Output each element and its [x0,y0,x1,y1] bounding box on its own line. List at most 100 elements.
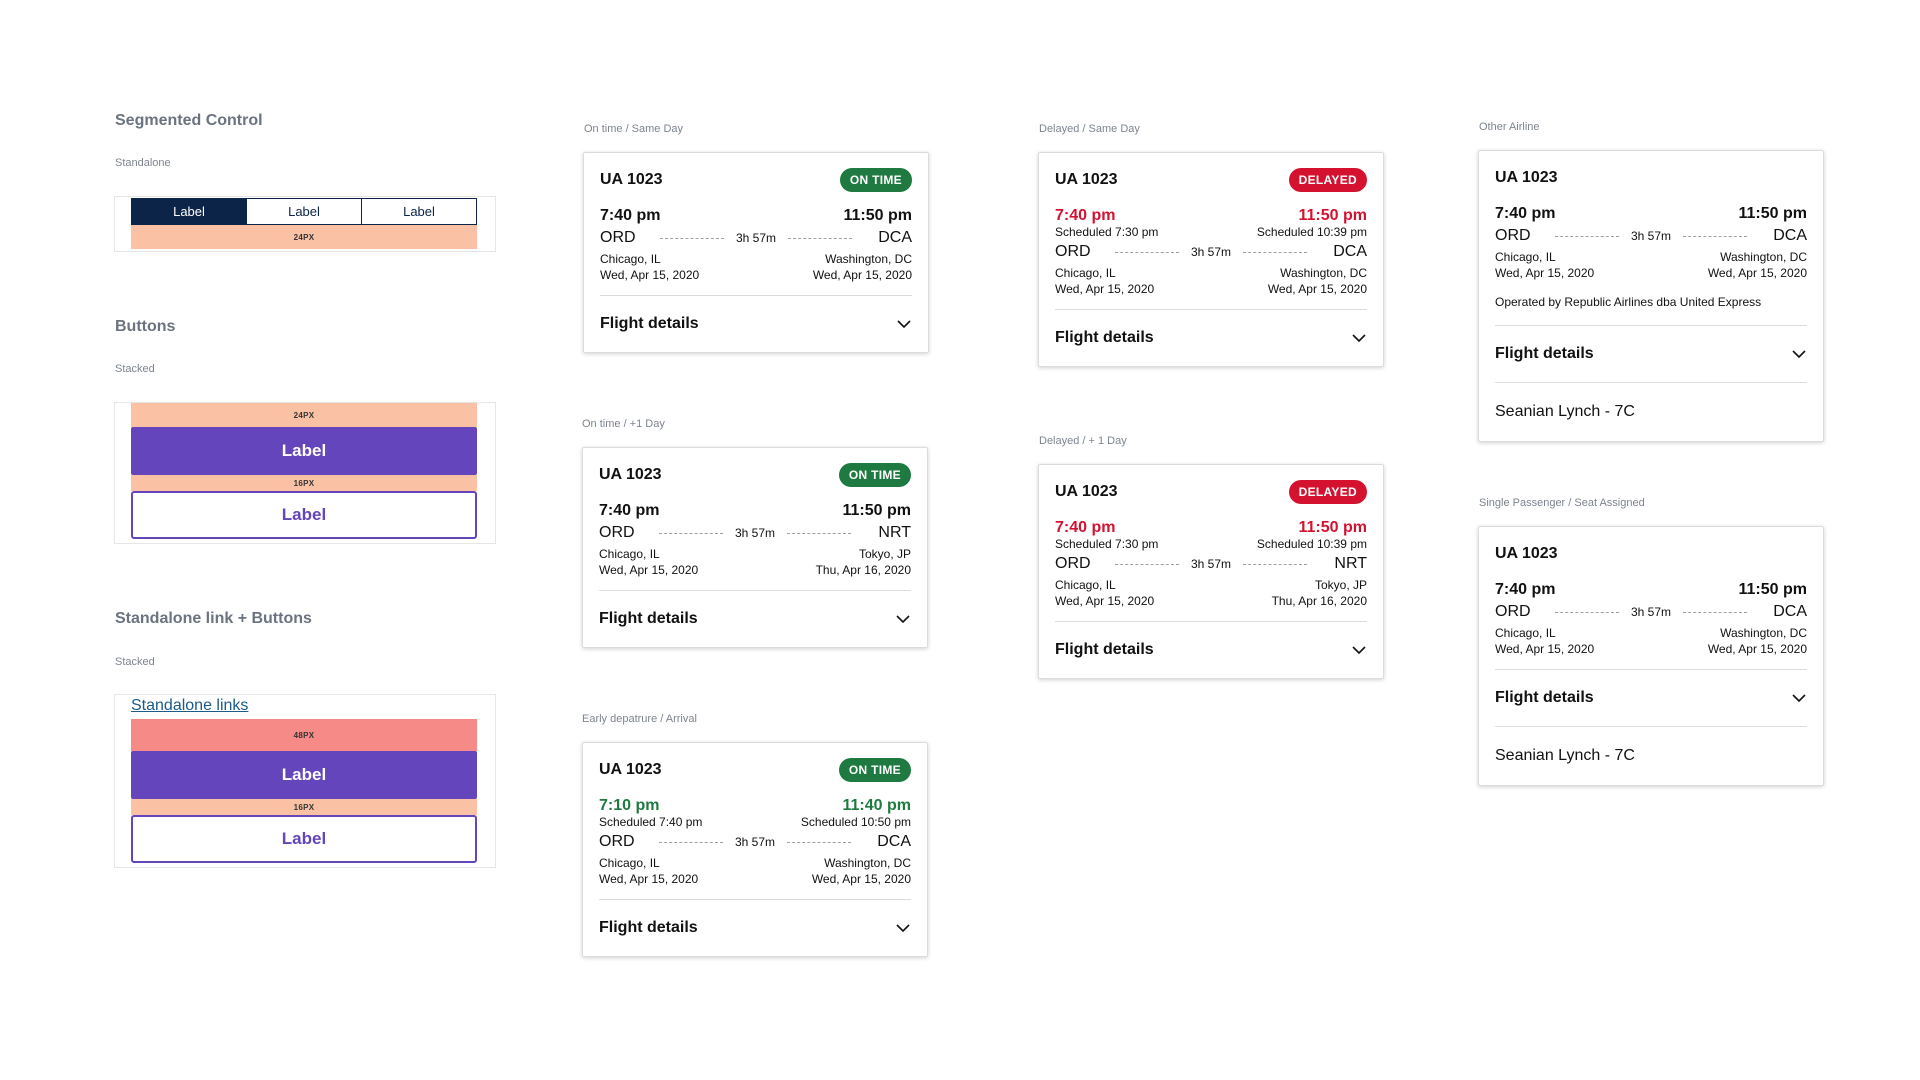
primary-button[interactable]: Label [131,751,477,799]
flight-details-toggle[interactable]: Flight details [600,296,912,352]
origin-code: ORD [1495,227,1531,244]
departure-date: Wed, Apr 15, 2020 [600,268,700,282]
arrival-date: Wed, Apr 15, 2020 [1707,266,1807,280]
chevron-down-icon [896,924,910,933]
flight-details-toggle[interactable]: Flight details [599,591,911,647]
destination-code: DCA [1333,243,1367,260]
flight-card: UA 1023 DELAYED 7:40 pm 11:50 pm Schedule… [1038,464,1384,679]
arrival-date: Wed, Apr 15, 2020 [1267,282,1367,296]
secondary-button[interactable]: Label [131,491,477,539]
flight-details-toggle[interactable]: Flight details [1495,326,1807,382]
destination-code: NRT [1334,555,1367,572]
card-label: Single Passenger / Seat Assigned [1479,497,1645,509]
origin-code: ORD [1055,243,1091,260]
spacer-16px: 16PX [131,799,477,815]
segmented-control-frame: Label Label Label 24PX [114,196,496,252]
status-badge: ON TIME [838,463,911,487]
status-badge: ON TIME [838,758,911,782]
origin-city: Chicago, IL [599,547,660,561]
arrival-date: Wed, Apr 15, 2020 [812,268,912,282]
card-label: Delayed / + 1 Day [1039,435,1127,447]
arrival-time: 11:50 pm [1738,205,1807,222]
departure-time: 7:40 pm [1055,519,1116,536]
operated-by: Operated by Republic Airlines dba United… [1495,295,1762,309]
card-label: On time / Same Day [584,123,684,135]
status-badge: ON TIME [839,168,912,192]
flight-card: UA 1023 ON TIME 7:10 pm 11:40 pm Schedule… [582,742,928,957]
origin-city: Chicago, IL [1055,578,1116,592]
departure-time: 7:40 pm [1055,207,1116,224]
arrival-time: 11:50 pm [1298,519,1367,536]
arrival-time: 11:50 pm [1298,207,1367,224]
departure-date: Wed, Apr 15, 2020 [1495,266,1595,280]
flight-details-label: Flight details [599,610,698,627]
duration: 3h 57m [1190,245,1232,259]
spacer-24px: 24PX [131,225,477,249]
segment-2[interactable]: Label [247,199,362,224]
origin-city: Chicago, IL [1055,266,1116,280]
chevron-down-icon [1352,646,1366,655]
link-buttons-title: Standalone link + Buttons [115,610,312,627]
destination-code: NRT [878,524,911,541]
duration: 3h 57m [734,835,776,849]
flight-details-toggle[interactable]: Flight details [1055,622,1367,678]
buttons-sublabel: Stacked [115,363,155,375]
arrival-time: 11:40 pm [842,797,911,814]
origin-city: Chicago, IL [1495,250,1556,264]
departure-date: Wed, Apr 15, 2020 [599,563,699,577]
segment-1[interactable]: Label [132,199,247,224]
link-buttons-sublabel: Stacked [115,656,155,668]
arrival-date: Wed, Apr 15, 2020 [1707,642,1807,656]
flight-card: UA 1023 DELAYED 7:40 pm 11:50 pm Schedule… [1038,152,1384,367]
chevron-down-icon [897,320,911,329]
flight-details-label: Flight details [599,919,698,936]
passenger-seat: Seanian Lynch - 7C [1495,747,1635,764]
flight-number: UA 1023 [599,761,662,778]
segmented-control-title: Segmented Control [115,112,263,129]
secondary-button[interactable]: Label [131,815,477,863]
standalone-link[interactable]: Standalone links [131,697,249,714]
origin-city: Chicago, IL [1495,626,1556,640]
flight-card: UA 1023 ON TIME 7:40 pm 11:50 pm ORD 3h 57… [583,152,929,353]
scheduled-departure: Scheduled 7:30 pm [1055,225,1159,239]
flight-number: UA 1023 [600,171,663,188]
flight-details-label: Flight details [1495,689,1594,706]
card-label: On time / +1 Day [582,418,665,430]
duration: 3h 57m [1630,605,1672,619]
origin-code: ORD [1495,603,1531,620]
departure-time: 7:40 pm [1495,581,1556,598]
segment-3[interactable]: Label [403,204,435,219]
buttons-title: Buttons [115,318,176,335]
destination-city: Washington, DC [825,252,912,266]
duration: 3h 57m [1190,557,1232,571]
primary-button[interactable]: Label [131,427,477,475]
arrival-time: 11:50 pm [843,207,912,224]
origin-city: Chicago, IL [599,856,660,870]
chevron-down-icon [1792,694,1806,703]
card-label: Other Airline [1479,121,1540,133]
destination-city: Washington, DC [1720,250,1807,264]
flight-details-label: Flight details [1055,641,1154,658]
origin-code: ORD [599,524,635,541]
chevron-down-icon [1792,350,1806,359]
scheduled-arrival: Scheduled 10:39 pm [1256,537,1367,551]
flight-card: UA 1023 7:40 pm 11:50 pm ORD 3h 57m DCA Chi… [1478,150,1824,442]
status-badge: DELAYED [1288,168,1367,192]
card-label: Early depatrure / Arrival [582,713,697,725]
flight-number: UA 1023 [1055,483,1118,500]
chevron-down-icon [896,615,910,624]
destination-code: DCA [877,833,911,850]
flight-details-toggle[interactable]: Flight details [599,900,911,956]
chevron-down-icon [1352,334,1366,343]
flight-number: UA 1023 [1495,169,1558,186]
destination-code: DCA [1773,603,1807,620]
flight-card: UA 1023 ON TIME 7:40 pm 11:50 pm ORD 3h 57… [582,447,928,648]
destination-code: DCA [1773,227,1807,244]
flight-details-toggle[interactable]: Flight details [1495,670,1807,726]
arrival-date: Wed, Apr 15, 2020 [811,872,911,886]
spacer-48px: 48PX [131,719,477,751]
departure-time: 7:10 pm [599,797,660,814]
flight-details-toggle[interactable]: Flight details [1055,310,1367,366]
flight-details-label: Flight details [1495,345,1594,362]
origin-code: ORD [600,229,636,246]
